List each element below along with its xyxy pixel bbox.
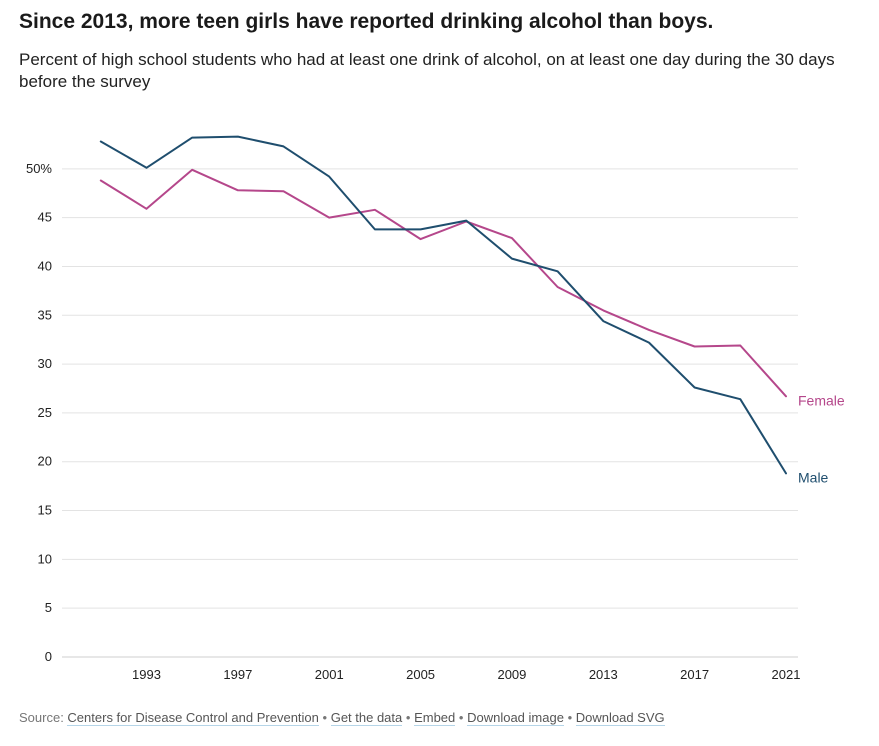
separator: • (567, 710, 573, 725)
x-tick-label: 2013 (589, 667, 618, 682)
series-line-male (99, 135, 787, 475)
x-tick-label: 1997 (223, 667, 252, 682)
y-axis-ticks: 0 5 10 15 20 25 30 35 40 45 50% (26, 161, 52, 664)
series-label-male: Male (798, 469, 829, 485)
series-line-female (99, 168, 787, 398)
x-axis-ticks: 1993 1997 2001 2005 2009 2013 2017 2021 (132, 667, 800, 682)
y-tick-label: 30 (38, 356, 52, 371)
get-data-link[interactable]: Get the data (330, 710, 403, 726)
y-tick-label: 20 (38, 454, 52, 469)
y-tick-label: 50% (26, 161, 52, 176)
x-tick-label: 2009 (497, 667, 526, 682)
x-tick-label: 2017 (680, 667, 709, 682)
x-tick-label: 2005 (406, 667, 435, 682)
download-image-link[interactable]: Download image (467, 710, 564, 726)
series-lines (99, 135, 787, 475)
y-tick-label: 45 (38, 210, 52, 225)
y-tick-label: 15 (38, 503, 52, 518)
y-tick-label: 0 (45, 649, 52, 664)
y-tick-label: 10 (38, 551, 52, 566)
y-tick-label: 25 (38, 405, 52, 420)
x-tick-label: 1993 (132, 667, 161, 682)
separator: • (458, 710, 464, 725)
x-tick-label: 2001 (315, 667, 344, 682)
chart-subtitle: Percent of high school students who had … (19, 50, 835, 91)
y-tick-label: 35 (38, 307, 52, 322)
y-tick-label: 5 (45, 600, 52, 615)
line-chart: 0 5 10 15 20 25 30 35 40 45 50% 1993 1997 2001 2005 20… (26, 135, 845, 682)
x-tick-label: 2021 (772, 667, 801, 682)
series-label-female: Female (798, 392, 845, 408)
series-labels: Female Male (798, 392, 845, 485)
separator: • (405, 710, 411, 725)
embed-link[interactable]: Embed (414, 710, 456, 726)
gridlines (62, 168, 798, 658)
chart-title: Since 2013, more teen girls have reporte… (19, 10, 714, 33)
download-svg-link[interactable]: Download SVG (575, 710, 665, 726)
source-prefix: Source: (19, 710, 68, 725)
separator: • (322, 710, 328, 725)
source-link[interactable]: Centers for Disease Control and Preventi… (67, 710, 319, 726)
y-tick-label: 40 (38, 258, 52, 273)
source-line: Source: Centers for Disease Control and … (19, 710, 665, 726)
